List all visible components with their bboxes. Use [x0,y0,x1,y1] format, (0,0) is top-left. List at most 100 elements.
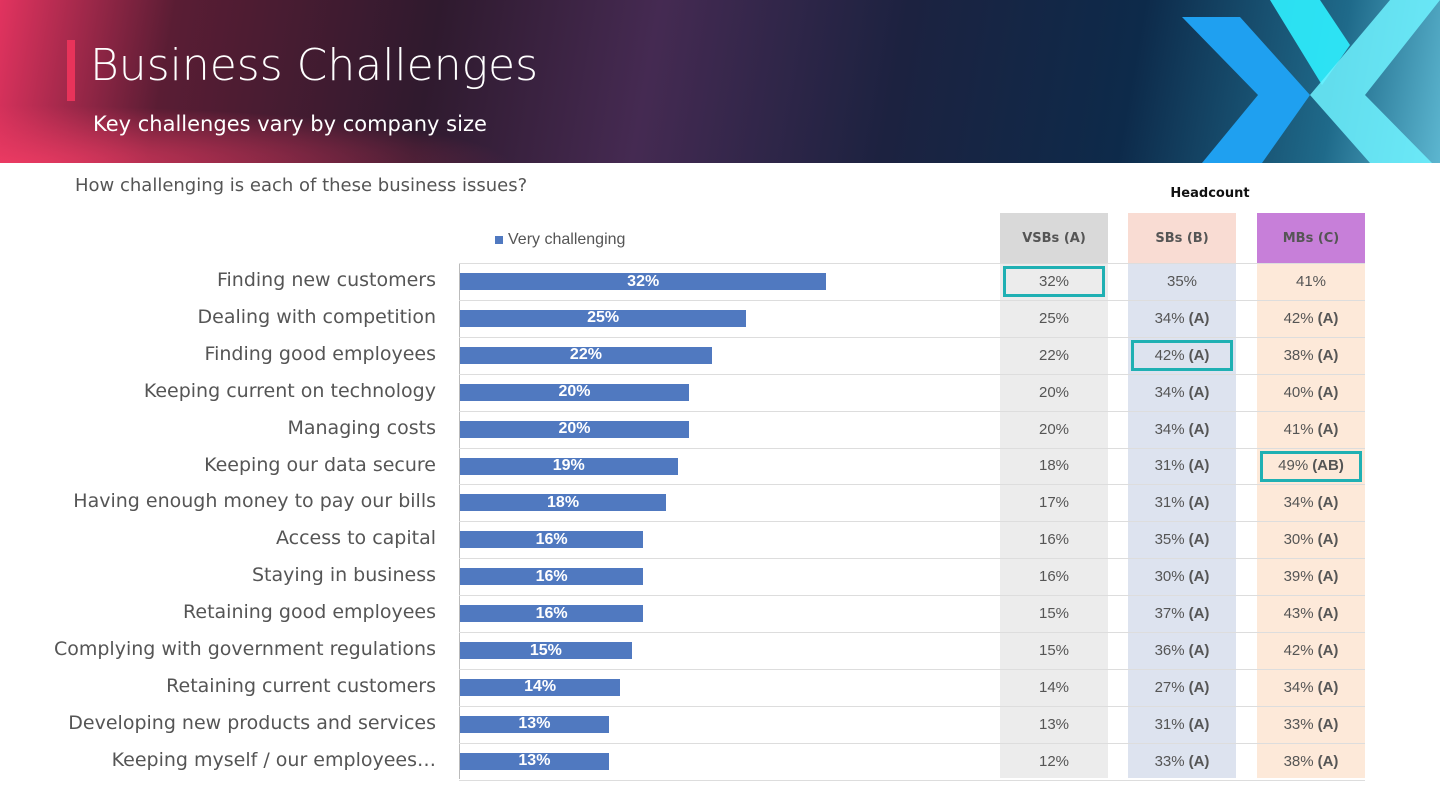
cell-sbs: 33% (A) [1154,752,1210,770]
category-label: Dealing with competition [197,305,436,328]
cell-mbs: 38% (A) [1283,346,1339,364]
cell-mbs: 33% (A) [1283,715,1339,733]
table-row: Keeping myself / our employees… 13% 12% … [0,742,1440,780]
bar: 20% [460,420,689,438]
table-row: Having enough money to pay our bills 18%… [0,484,1440,521]
cell-vsbs: 32% [1038,272,1070,290]
bar-data-label: 16% [535,567,568,585]
cell-vsbs: 22% [1038,346,1070,364]
bar-data-label: 22% [569,346,602,364]
category-label: Staying in business [252,564,436,587]
chart-axis [459,263,460,779]
bar-data-label: 20% [558,383,591,401]
headcount-label: Headcount [1170,186,1250,201]
cell-mbs: 34% (A) [1283,494,1339,512]
table-row: Finding new customers 32% 32% 35% 41% [0,263,1440,300]
bar: 20% [460,383,689,401]
table-row: Complying with government regulations 15… [0,632,1440,669]
cell-vsbs: 16% [1038,531,1070,549]
cell-vsbs: 15% [1038,641,1070,659]
bar-data-label: 15% [529,641,562,659]
bar-data-label: 13% [518,752,551,770]
bar: 15% [460,642,632,659]
column-header-vsbs: VSBs (A) [1000,213,1108,263]
page-title: Business Challenges [90,40,539,91]
bar-data-label: 16% [535,530,568,548]
cell-sbs: 31% (A) [1154,457,1210,475]
row-divider [459,742,1365,744]
cell-mbs: 41% [1295,272,1327,290]
table-row: Staying in business 16% 16% 30% (A) 39% (A… [0,558,1440,595]
bar: 13% [460,752,609,770]
cell-vsbs: 20% [1038,420,1070,438]
cell-mbs: 40% (A) [1283,383,1339,401]
cell-vsbs: 15% [1038,605,1070,623]
row-divider [459,595,1365,597]
header-banner [0,0,1440,163]
bar: 16% [460,530,644,549]
table-row: Developing new products and services 13%… [0,705,1440,743]
bar-data-label: 19% [552,457,585,474]
bar-data-label: 13% [518,715,551,733]
cell-mbs: 34% (A) [1283,678,1339,696]
cell-sbs: 31% (A) [1154,715,1210,733]
cell-vsbs: 13% [1038,715,1070,733]
category-label: Retaining good employees [183,601,436,624]
bar-data-label: 14% [524,678,557,696]
legend-swatch [495,236,503,244]
cell-sbs: 36% (A) [1154,641,1210,659]
cell-sbs: 34% (A) [1154,420,1210,438]
brand-x-logo [1182,0,1440,163]
row-divider [459,668,1365,670]
bar-data-label: 32% [627,272,660,290]
title-accent-bar [67,40,75,101]
bar: 32% [460,272,827,290]
cell-mbs: 39% (A) [1283,568,1339,586]
bar-data-label: 25% [587,309,620,327]
column-header-mbs: MBs (C) [1257,213,1365,263]
cell-sbs: 42% (A) [1154,346,1210,364]
category-label: Access to capital [276,527,436,550]
cell-vsbs: 17% [1038,494,1070,512]
cell-vsbs: 20% [1038,383,1070,401]
row-divider [459,558,1365,560]
bar-data-label: 20% [558,420,591,438]
category-label: Keeping myself / our employees… [111,748,436,771]
row-divider [459,632,1365,633]
column-header-sbs: SBs (B) [1128,213,1236,263]
category-label: Keeping current on technology [143,379,436,402]
cell-sbs: 35% (A) [1154,531,1210,549]
table-row: Keeping current on technology 20% 20% 34… [0,373,1440,411]
bar-data-label: 16% [535,604,568,622]
row-divider [459,263,1365,264]
cell-vsbs: 12% [1038,752,1070,770]
survey-question: How challenging is each of these busines… [75,175,528,196]
bar: 16% [460,604,644,623]
bar: 16% [460,567,644,586]
category-label: Finding good employees [204,342,436,365]
cell-sbs: 34% (A) [1154,309,1210,327]
cell-sbs: 31% (A) [1154,494,1210,512]
bar: 14% [460,678,621,696]
cell-mbs: 38% (A) [1283,752,1339,770]
bar: 18% [460,494,667,512]
table-row: Retaining good employees 16% 15% 37% (A) … [0,595,1440,632]
category-label: Retaining current customers [166,674,436,697]
highlight-box [1131,339,1233,371]
row-divider [459,705,1365,707]
table-row: Retaining current customers 14% 14% 27%(… [0,668,1440,706]
cell-vsbs: 18% [1038,457,1070,475]
legend-label: Very challenging [508,231,626,248]
cell-mbs: 30% (A) [1283,531,1339,549]
row-divider [459,447,1365,449]
row-divider [459,779,1365,781]
cell-sbs: 27% (A) [1154,678,1210,696]
category-label: Keeping our data secure [204,453,436,476]
table-row: Managing costs 20% 20% 34% (A) 41% (A) [0,410,1440,448]
table-row: Keeping our data secure 19% 18% 31% (A) 4… [0,447,1440,485]
category-label: Managing costs [287,416,436,439]
category-label: Having enough money to pay our bills [73,490,436,513]
highlight-box [1003,266,1105,297]
bar: 13% [460,715,609,733]
highlight-box [1260,450,1362,482]
